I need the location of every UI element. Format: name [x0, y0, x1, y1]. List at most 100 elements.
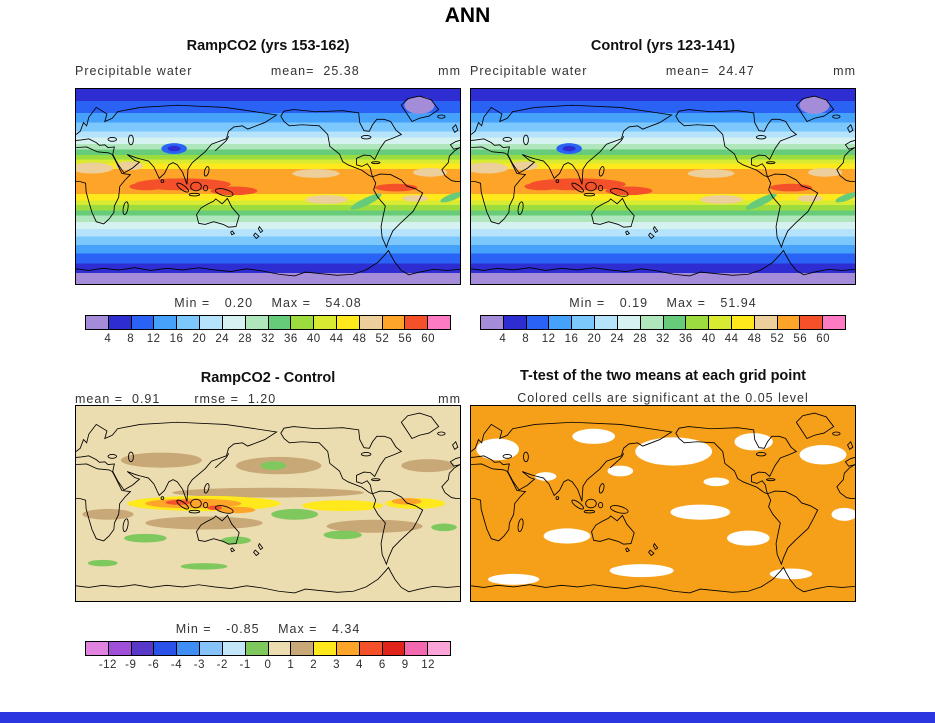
max-value: 4.34: [331, 622, 361, 636]
colorbar-cells: [85, 315, 451, 330]
colorbar-cell: [245, 316, 269, 329]
colorbar-tick: 4: [499, 333, 507, 345]
control-mean-value: 24.47: [718, 64, 755, 78]
colorbar-tick: -4: [170, 659, 183, 671]
colorbar-tick: 56: [398, 333, 413, 345]
colorbar-tick: 36: [678, 333, 693, 345]
colorbar-cell: [823, 316, 845, 329]
diff-stats-group: mean = 0.91 rmse = 1.20: [75, 392, 276, 406]
ttest-panel-title: T-test of the two means at each grid poi…: [520, 368, 806, 384]
colorbar-cell: [405, 316, 429, 329]
colorbar-cell: [428, 642, 450, 655]
colorbar-tick-labels: 4 8 12 16 20 24 28 32 36 40 44 48 52 56 60: [480, 333, 846, 348]
colorbar-cell: [268, 642, 292, 655]
colorbar-tick: 52: [375, 333, 390, 345]
colorbar-cell: [177, 642, 201, 655]
colorbar-cell: [405, 642, 429, 655]
colorbar-tick: 48: [352, 333, 367, 345]
diff-minmax-row: Min = -0.85 Max = 4.34: [75, 622, 461, 636]
max-value: 54.08: [325, 296, 362, 310]
colorbar-cell: [731, 316, 755, 329]
colorbar-cell: [200, 316, 223, 329]
ramp-mean-value: 25.38: [323, 64, 360, 78]
control-mean-label: mean=: [665, 64, 710, 78]
colorbar-cells: [480, 315, 846, 330]
colorbar-cell: [108, 642, 132, 655]
diff-units-label: mm: [438, 392, 461, 406]
colorbar-tick: 32: [261, 333, 275, 345]
control-panel-title: Control (yrs 123-141): [590, 38, 736, 54]
diff-rmse-value: 1.20: [247, 392, 277, 406]
ramp-colorbar: 4 8 12 16 20 24 28 32 36 40 44 48 52 56 60: [85, 315, 451, 348]
colorbar-cell: [428, 316, 450, 329]
colorbar-cell: [86, 316, 109, 329]
colorbar-cell: [359, 316, 383, 329]
bottom-blue-bar[interactable]: [0, 712, 935, 723]
colorbar-cell: [800, 316, 824, 329]
diff-subtitle-row: mean = 0.91 rmse = 1.20 mm: [75, 392, 461, 406]
colorbar-cell: [595, 316, 618, 329]
colorbar-cell: [291, 316, 315, 329]
colorbar-tick: 36: [283, 333, 298, 345]
control-mean-group: mean= 24.47: [666, 64, 755, 78]
ramp-subtitle-row: Precipitable water mean= 25.38 mm: [75, 64, 461, 78]
colorbar-tick: 16: [169, 333, 184, 345]
colorbar-tick: -6: [148, 659, 160, 671]
ttest-subtitle: Colored cells are significant at the 0.0…: [517, 391, 809, 405]
colorbar-tick: 40: [701, 333, 716, 345]
colorbar-tick: 12: [146, 333, 161, 345]
colorbar-cell: [268, 316, 292, 329]
colorbar-tick: 4: [104, 333, 112, 345]
colorbar-tick: 44: [329, 333, 344, 345]
colorbar-cell: [754, 316, 778, 329]
diff-panel-title: RampCO2 - Control: [200, 370, 336, 386]
colorbar-cell: [86, 642, 109, 655]
map-control: [470, 88, 856, 285]
colorbar-cell: [245, 642, 269, 655]
colorbar-cell: [640, 316, 664, 329]
max-label: Max =: [666, 296, 706, 310]
map-rampco2: [75, 88, 461, 285]
colorbar-cell: [222, 316, 246, 329]
colorbar-tick: 48: [747, 333, 762, 345]
control-units-label: mm: [833, 64, 856, 78]
colorbar-cell: [222, 642, 246, 655]
colorbar-cell: [382, 642, 406, 655]
colorbar-tick-labels: 4 8 12 16 20 24 28 32 36 40 44 48 52 56 60: [85, 333, 451, 348]
colorbar-tick: 16: [564, 333, 579, 345]
colorbar-tick: -2: [216, 659, 228, 671]
colorbar-tick: 6: [378, 659, 386, 671]
ramp-minmax-row: Min = 0.20 Max = 54.08: [75, 296, 461, 310]
colorbar-tick: 40: [306, 333, 321, 345]
control-minmax-row: Min = 0.19 Max = 51.94: [470, 296, 856, 310]
colorbar-tick: 44: [724, 333, 739, 345]
diff-rmse-label: rmse =: [194, 392, 239, 406]
colorbar-tick: 20: [192, 333, 207, 345]
colorbar-cells: [85, 641, 451, 656]
colorbar-cell: [617, 316, 641, 329]
diff-mean-value: 0.91: [132, 392, 161, 406]
colorbar-tick-labels: -12 -9 -6 -4 -3 -2 -1 0 1 2 3 4 6 9 12: [85, 659, 451, 674]
ramp-panel-title: RampCO2 (yrs 153-162): [186, 38, 350, 54]
map-difference: [75, 405, 461, 602]
colorbar-cell: [154, 642, 178, 655]
colorbar-tick: 1: [287, 659, 295, 671]
colorbar-tick: 52: [770, 333, 785, 345]
figure-title: ANN: [444, 4, 491, 27]
colorbar-tick: 9: [401, 659, 409, 671]
colorbar-tick: 3: [333, 659, 341, 671]
colorbar-cell: [314, 316, 337, 329]
colorbar-tick: 28: [238, 333, 253, 345]
colorbar-cell: [336, 642, 360, 655]
colorbar-cell: [108, 316, 132, 329]
colorbar-cell: [549, 316, 573, 329]
colorbar-tick: -12: [98, 659, 117, 671]
colorbar-tick: 28: [633, 333, 648, 345]
colorbar-tick: 56: [793, 333, 808, 345]
colorbar-tick: 12: [421, 659, 436, 671]
colorbar-cell: [359, 642, 383, 655]
colorbar-tick: 12: [541, 333, 556, 345]
colorbar-tick: 32: [656, 333, 670, 345]
colorbar-cell: [526, 316, 550, 329]
